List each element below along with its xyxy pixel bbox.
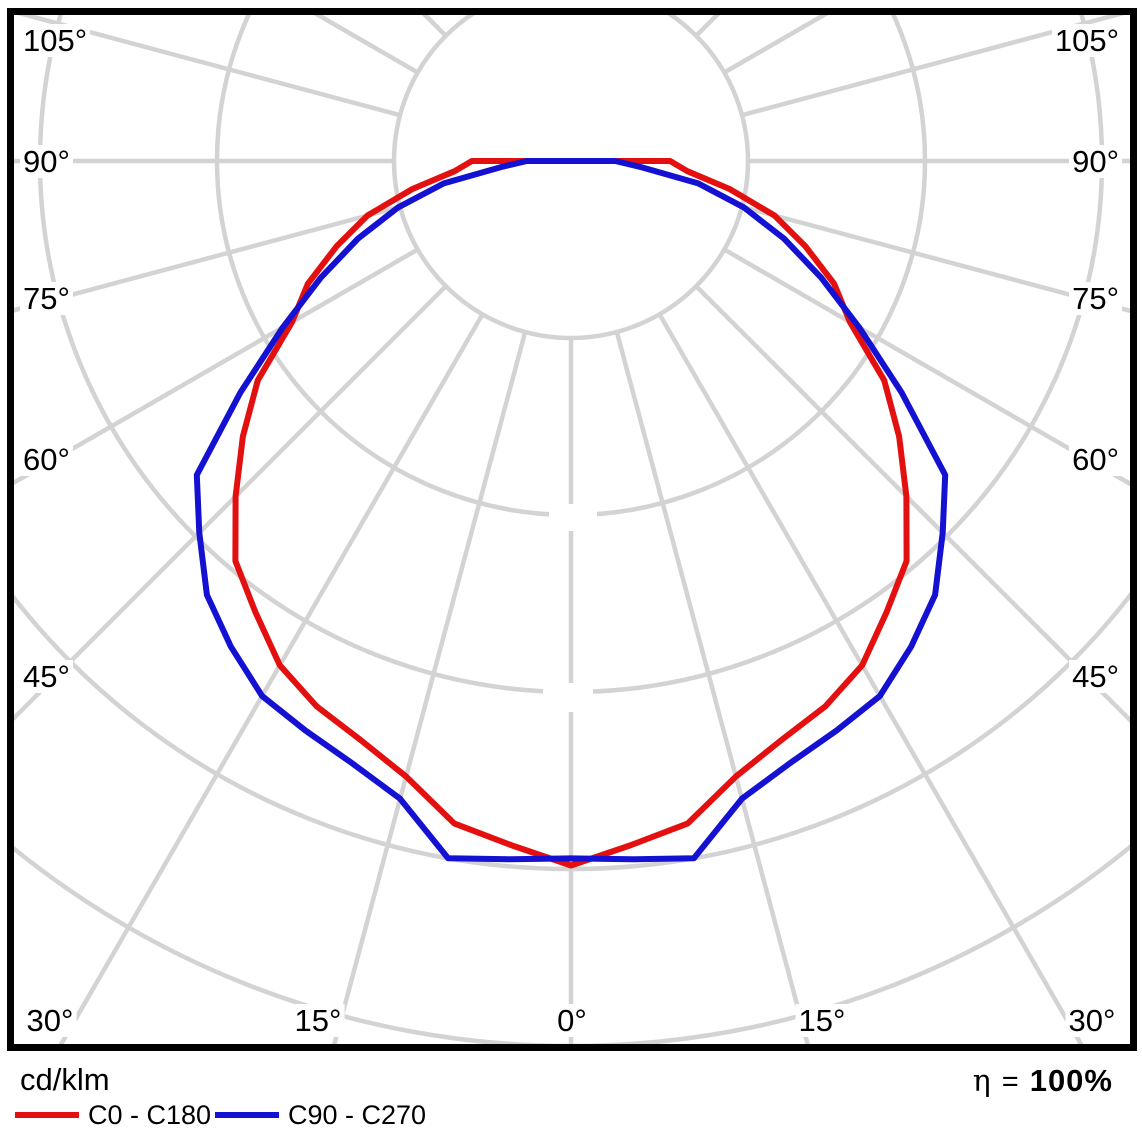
curve-c90-c270 [193,158,949,863]
angle-label: 45° [20,660,73,693]
eta-value: 100% [1029,1063,1113,1098]
ring-label-blank [549,504,597,531]
legend-label-c90-c270: C90 - C270 [288,1099,427,1130]
legend-line-c90-c270 [215,1112,279,1118]
angle-label: 105° [1051,24,1122,57]
grid-ray [657,313,1084,1045]
polar-photometric-chart: 105° 105° 90° 90° 75° 75° 60° 60° 45° 45° 30° 15° 0°… [0,0,1142,1051]
angle-label: 15° [795,1004,849,1037]
curve-c0-c180 [232,158,910,869]
grid-ray [660,0,1142,8]
grid-ray [741,15,1125,118]
eta-symbol: η [972,1064,991,1099]
legend-line-c0-c180 [15,1112,79,1118]
angle-label: 45° [1069,660,1122,693]
angle-label: 75° [20,282,73,315]
angle-label: 60° [20,443,73,476]
angle-label: 30° [23,1004,77,1037]
legend-label-c0-c180: C0 - C180 [88,1099,212,1130]
grid-ray [14,204,401,313]
chart-footer: cd/klm C0 - C180 C90 - C270 η = 100% [0,1052,1142,1132]
grid-ray [58,313,485,1045]
legend-item-c0-c180: C0 - C180 [15,1100,211,1130]
angle-label: 60° [1069,443,1122,476]
angle-label: 90° [20,145,73,178]
grid-ray [723,247,1130,487]
angle-label: 75° [1069,282,1122,315]
angle-label: 30° [1065,1004,1119,1037]
grid-ray [14,284,448,722]
grid-ray [331,331,528,1045]
ring-label-blank [543,683,593,712]
legend-item-c90-c270: C90 - C270 [215,1100,426,1130]
angle-label: 90° [1069,145,1122,178]
grid-ray [14,247,419,486]
grid-ray [17,15,401,118]
grid-ray [741,204,1130,314]
angle-label: 105° [20,24,91,57]
units-label: cd/klm [20,1062,110,1097]
polar-plot-canvas [0,0,1142,1051]
eta-equals-sign: = [1001,1066,1019,1098]
angle-label: 0° [554,1004,590,1037]
plot-border [7,8,1137,1051]
grid-ring [391,15,751,341]
angle-label: 15° [291,1004,345,1037]
efficiency-readout: η = 100% [973,1063,1113,1099]
grid-ray [0,0,483,8]
grid-ray [694,284,1130,724]
grid-ray [614,331,811,1045]
polar-grid [0,0,1142,1045]
